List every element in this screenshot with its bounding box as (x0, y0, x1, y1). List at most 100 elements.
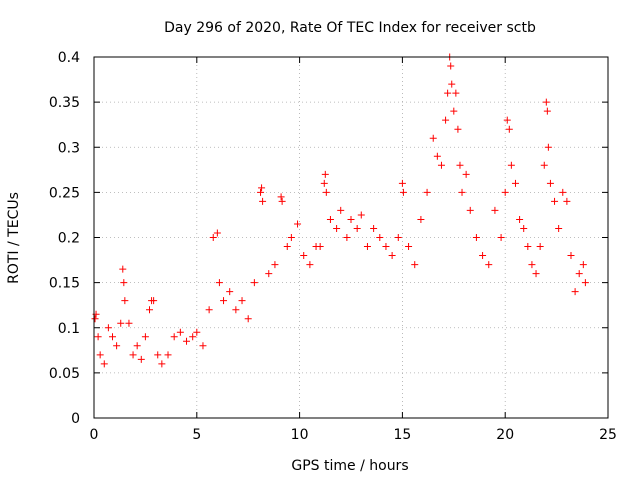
data-point (205, 306, 213, 314)
data-point (347, 215, 355, 223)
data-point (472, 234, 480, 241)
data-point (450, 107, 458, 115)
data-point (456, 161, 464, 169)
data-point (113, 342, 121, 350)
data-point (141, 333, 149, 341)
data-point (444, 89, 452, 97)
data-point (394, 234, 402, 241)
data-point (423, 188, 431, 196)
data-point (277, 193, 285, 201)
x-tick-label: 20 (496, 427, 514, 443)
data-point (94, 333, 102, 341)
y-axis-label: ROTI / TECUs (6, 192, 22, 284)
y-tick-label: 0 (71, 411, 80, 427)
data-point (226, 288, 234, 296)
data-point (579, 261, 587, 269)
data-point (479, 252, 487, 260)
data-point (189, 333, 197, 341)
data-point (466, 206, 474, 214)
data-point (516, 215, 524, 223)
data-point (96, 351, 104, 359)
data-point (91, 315, 99, 323)
data-point (220, 297, 228, 305)
data-point (437, 161, 445, 169)
data-point (250, 279, 258, 287)
data-point (119, 265, 127, 273)
data-point (100, 360, 108, 368)
data-point (567, 252, 575, 260)
data-point (326, 215, 334, 223)
data-point (209, 234, 217, 241)
data-point (491, 206, 499, 214)
data-point (117, 319, 125, 327)
data-point (158, 360, 166, 368)
data-point (546, 179, 554, 187)
y-tick-label: 0.2 (58, 231, 80, 247)
data-point (458, 188, 466, 196)
y-tick-label: 0.15 (49, 276, 80, 292)
data-point (540, 161, 548, 169)
data-point (555, 224, 563, 232)
data-point (294, 220, 302, 228)
data-point (213, 229, 221, 237)
data-point (183, 337, 191, 345)
data-point (164, 351, 172, 359)
x-tick-label: 0 (90, 427, 99, 443)
data-point (343, 234, 351, 241)
data-point (278, 197, 286, 205)
data-point (507, 161, 515, 169)
data-point (543, 107, 551, 115)
data-point (176, 328, 184, 336)
data-point (363, 243, 371, 251)
data-point (417, 215, 425, 223)
data-point (511, 179, 519, 187)
data-point (581, 279, 589, 287)
y-tick-label: 0.25 (49, 185, 80, 201)
data-point (551, 197, 559, 205)
data-point (505, 125, 513, 133)
y-tick-label: 0.05 (49, 366, 80, 382)
data-point (320, 179, 328, 187)
data-point (258, 184, 266, 192)
data-point (121, 297, 129, 305)
data-point (542, 98, 550, 106)
x-tick-label: 15 (393, 427, 411, 443)
data-point (398, 179, 406, 187)
data-point (322, 188, 330, 196)
data-point (271, 261, 279, 269)
data-point (442, 116, 450, 124)
data-point (238, 297, 246, 305)
data-point (232, 306, 240, 314)
data-point (259, 197, 267, 205)
data-point (563, 197, 571, 205)
data-point (454, 125, 462, 133)
data-point (544, 143, 552, 151)
data-point (497, 234, 505, 241)
data-point (501, 188, 509, 196)
data-point (125, 319, 133, 327)
data-point (520, 224, 528, 232)
data-point (193, 328, 201, 336)
data-point (524, 243, 532, 251)
data-point (337, 206, 345, 214)
x-tick-label: 5 (192, 427, 201, 443)
data-point (447, 62, 455, 70)
data-point (536, 243, 544, 251)
data-point (559, 188, 567, 196)
data-point (199, 342, 207, 350)
data-point (357, 211, 365, 219)
x-tick-label: 10 (291, 427, 309, 443)
data-point (532, 270, 540, 278)
y-tick-label: 0.1 (58, 321, 80, 337)
data-point (405, 243, 413, 251)
x-axis-label: GPS time / hours (291, 458, 408, 474)
data-point (300, 252, 308, 260)
data-point (244, 315, 252, 323)
data-point (333, 224, 341, 232)
data-point (137, 355, 145, 363)
data-point (120, 279, 128, 287)
data-point (485, 261, 493, 269)
data-point (146, 306, 154, 314)
axis-ticks: 0 5 10 15 20 25 0 0.05 0.1 0.15 0.2 0.25 0.3 0.35 0.4 (49, 50, 617, 443)
